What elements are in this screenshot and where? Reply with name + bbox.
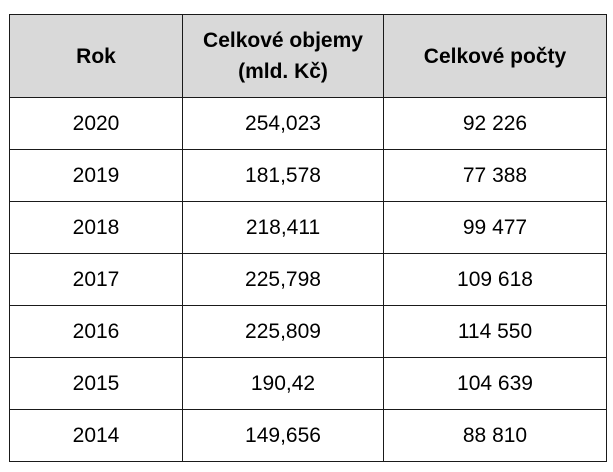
table-row: 2014 149,656 88 810 [9,409,607,462]
cell-count: 109 618 [383,253,607,306]
cell-year: 2020 [9,97,183,150]
table-row: 2019 181,578 77 388 [9,149,607,202]
header-volume-line1: Celkové objemy [203,29,363,52]
table-header: Rok Celkové objemy (mld. Kč) Celkové poč… [9,14,607,98]
table-row: 2018 218,411 99 477 [9,201,607,254]
data-table: Rok Celkové objemy (mld. Kč) Celkové poč… [9,14,607,462]
table-row: 2015 190,42 104 639 [9,357,607,410]
cell-volume: 225,798 [182,253,384,306]
cell-count: 88 810 [383,409,607,462]
data-table-container: Rok Celkové objemy (mld. Kč) Celkové poč… [9,14,607,462]
table-row: 2017 225,798 109 618 [9,253,607,306]
cell-year: 2015 [9,357,183,410]
cell-volume: 218,411 [182,201,384,254]
cell-count: 92 226 [383,97,607,150]
header-year: Rok [9,14,183,98]
header-count: Celkové počty [383,14,607,98]
cell-count: 99 477 [383,201,607,254]
header-row: Rok Celkové objemy (mld. Kč) Celkové poč… [9,14,607,98]
table-row: 2020 254,023 92 226 [9,97,607,150]
cell-year: 2018 [9,201,183,254]
cell-volume: 225,809 [182,305,384,358]
cell-year: 2019 [9,149,183,202]
header-volume: Celkové objemy (mld. Kč) [182,14,384,98]
header-year-label: Rok [76,44,116,68]
cell-count: 114 550 [383,305,607,358]
cell-year: 2016 [9,305,183,358]
cell-volume: 254,023 [182,97,384,150]
header-count-label: Celkové počty [423,44,567,68]
cell-volume: 149,656 [182,409,384,462]
cell-year: 2014 [9,409,183,462]
cell-year: 2017 [9,253,183,306]
cell-count: 77 388 [383,149,607,202]
header-volume-line2: (mld. Kč) [238,60,328,83]
table-body: 2020 254,023 92 226 2019 181,578 77 388 … [9,97,607,462]
cell-count: 104 639 [383,357,607,410]
cell-volume: 190,42 [182,357,384,410]
table-row: 2016 225,809 114 550 [9,305,607,358]
cell-volume: 181,578 [182,149,384,202]
